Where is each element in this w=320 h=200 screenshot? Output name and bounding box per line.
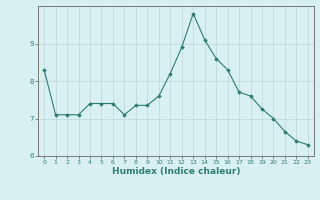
X-axis label: Humidex (Indice chaleur): Humidex (Indice chaleur) [112,167,240,176]
